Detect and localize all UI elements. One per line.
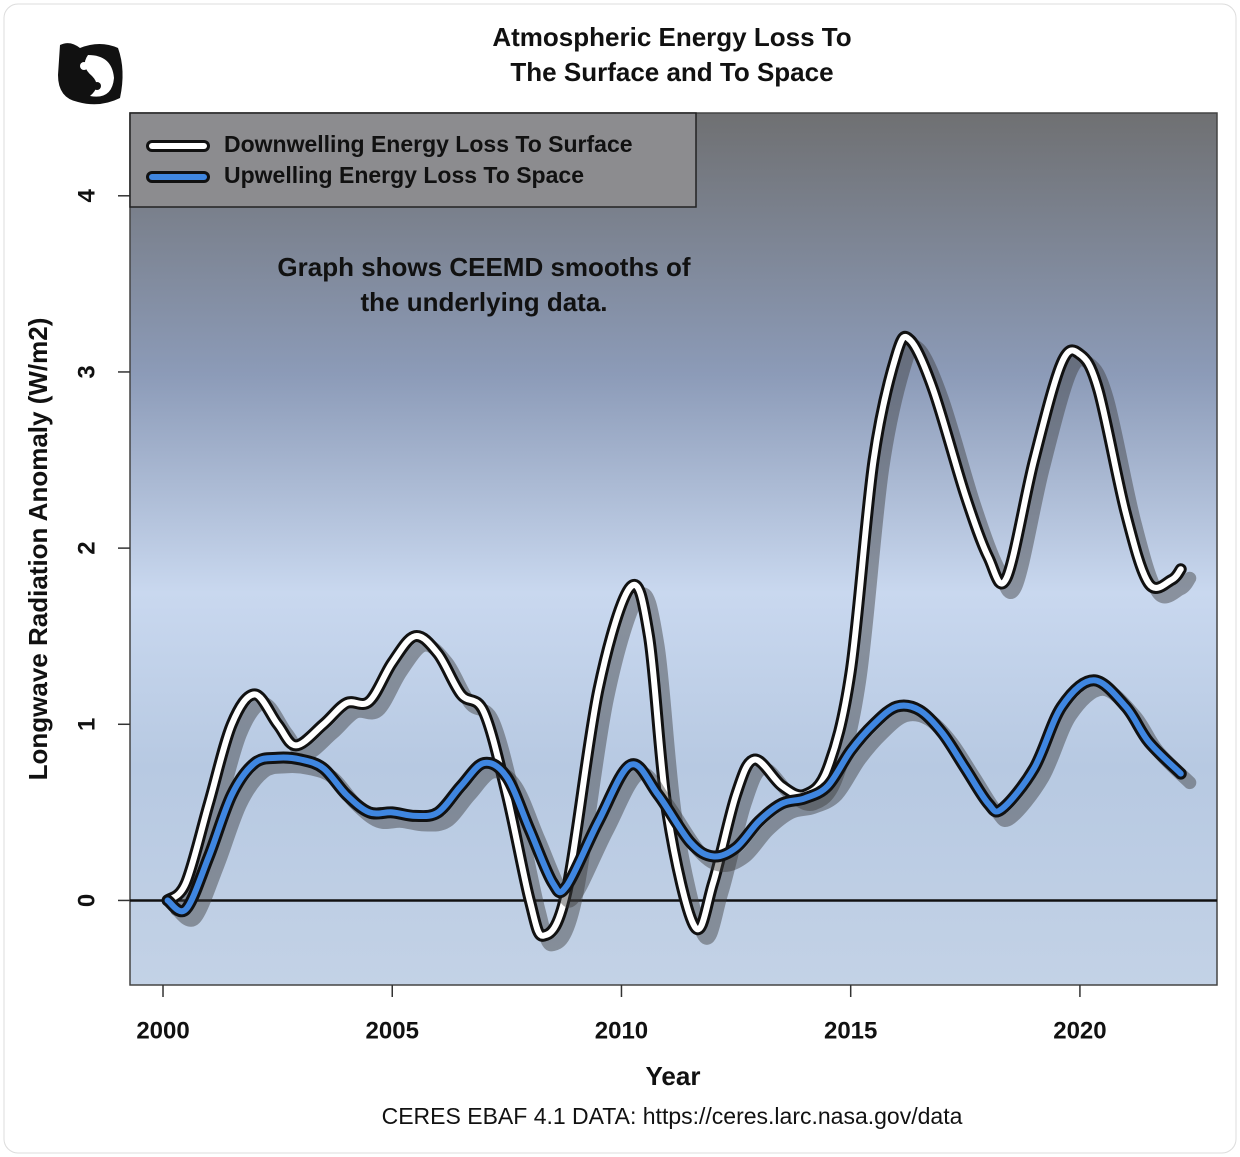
chart-title: Atmospheric Energy Loss To: [492, 22, 851, 52]
y-tick-label: 3: [73, 365, 100, 378]
y-axis-label: Longwave Radiation Anomaly (W/m2): [23, 318, 53, 781]
y-tick-label: 2: [73, 541, 100, 554]
x-tick-label: 2000: [136, 1017, 189, 1044]
legend-label: Downwelling Energy Loss To Surface: [224, 131, 633, 157]
annotation: the underlying data.: [360, 287, 607, 317]
x-tick-label: 2015: [824, 1017, 877, 1044]
y-tick-label: 1: [73, 718, 100, 731]
logo: [58, 43, 123, 104]
x-tick-label: 2010: [595, 1017, 648, 1044]
x-tick-label: 2020: [1053, 1017, 1106, 1044]
y-tick-label: 0: [73, 894, 100, 907]
page: {"chart_data": {"type": "line", "title":…: [0, 0, 1240, 1157]
x-tick-label: 2005: [366, 1017, 419, 1044]
chart-title: The Surface and To Space: [510, 57, 833, 87]
legend-box: [130, 113, 696, 207]
annotation: Graph shows CEEMD smooths of: [277, 252, 690, 282]
chart: Atmospheric Energy Loss To The Surface a…: [0, 0, 1240, 1157]
legend-label: Upwelling Energy Loss To Space: [224, 162, 584, 188]
y-tick-label: 4: [73, 188, 100, 202]
caption: CERES EBAF 4.1 DATA: https://ceres.larc.…: [382, 1103, 963, 1129]
x-axis-label: Year: [646, 1061, 701, 1091]
